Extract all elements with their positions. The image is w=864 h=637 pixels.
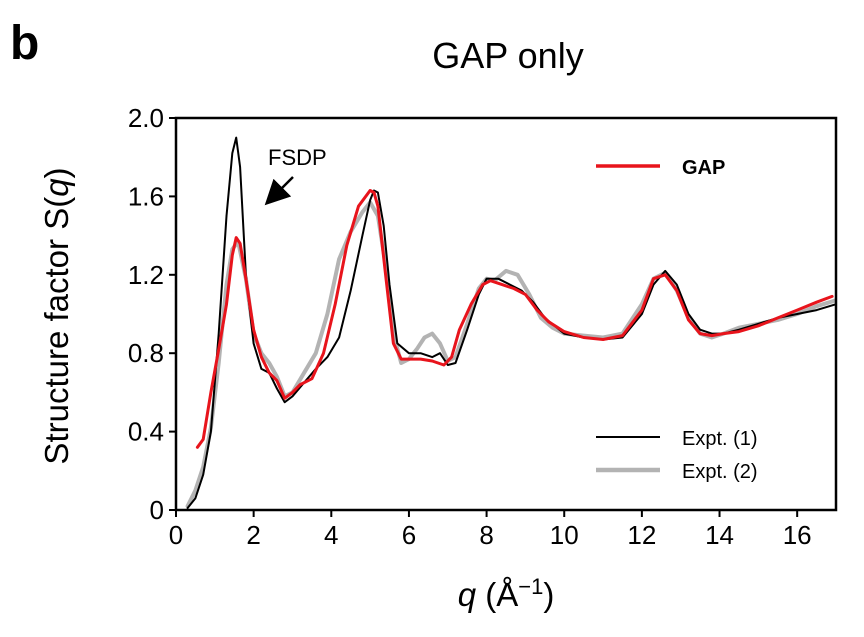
series-line-expt-1 — [186, 136, 836, 509]
x-tick-label: 6 — [402, 520, 416, 550]
y-tick-label: 0.8 — [128, 338, 164, 368]
y-axis-label: Structure factor S(q) — [38, 167, 75, 464]
y-tick-label: 0 — [150, 495, 164, 525]
series-line-gap — [195, 189, 834, 449]
x-tick-label: 8 — [479, 520, 493, 550]
x-tick-label: 12 — [627, 520, 656, 550]
plot-frame — [174, 116, 838, 512]
fsdp-arrow — [264, 176, 294, 206]
y-tick-label: 1.2 — [128, 260, 164, 290]
x-axis-label: q (Å−1) — [458, 574, 555, 613]
ticks-layer: 0 2 4 6 8 10 12 14 16 0 0.4 0.8 1.2 1.6 2.0 — [128, 103, 812, 550]
x-tick-label: 10 — [550, 520, 579, 550]
chart-title: GAP only — [432, 35, 584, 76]
x-tick-label: 16 — [783, 520, 812, 550]
x-tick-label: 14 — [705, 520, 734, 550]
panel-letter: b — [10, 17, 40, 70]
x-tick-label: 4 — [324, 520, 338, 550]
x-tick-label: 0 — [169, 520, 183, 550]
legend-label-gap: GAP — [682, 157, 725, 179]
y-tick-label: 1.6 — [128, 181, 164, 211]
legend-label-expt1: Expt. (1) — [682, 428, 758, 450]
y-tick-label: 2.0 — [128, 103, 164, 133]
x-tick-label: 2 — [246, 520, 260, 550]
fsdp-annotation: FSDP — [268, 145, 327, 170]
y-tick-label: 0.4 — [128, 417, 164, 447]
legend-label-expt2: Expt. (2) — [682, 461, 758, 483]
series-layer — [185, 136, 836, 509]
